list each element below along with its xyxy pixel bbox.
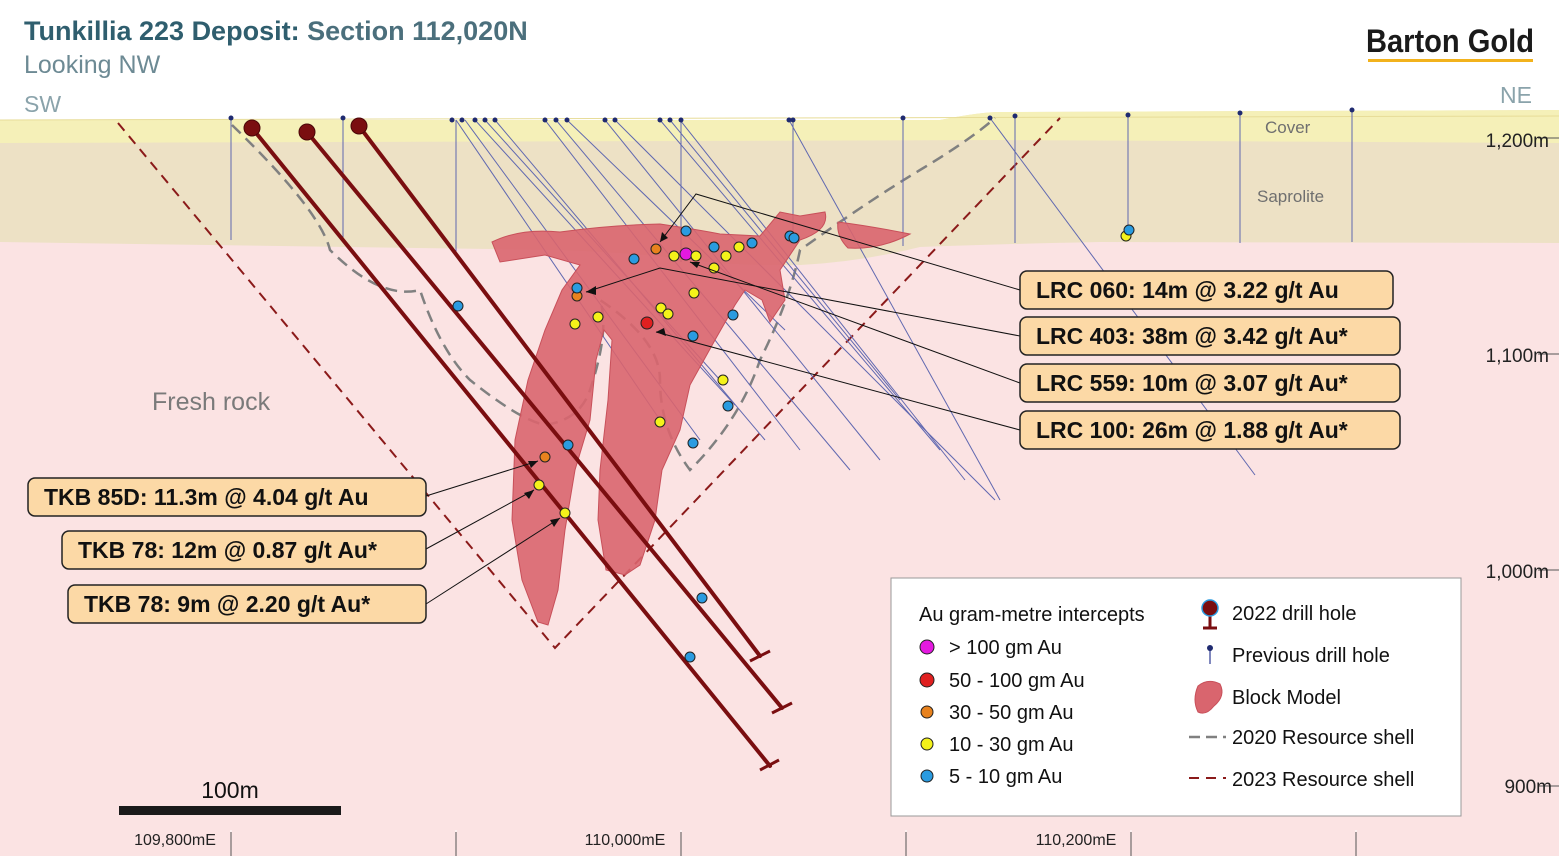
callout-lrc-403: LRC 403: 38m @ 3.42 g/t Au* (1036, 323, 1348, 349)
callout-lrc-100: LRC 100: 26m @ 1.88 g/t Au* (1036, 417, 1348, 443)
callout-leaders (425, 193, 1021, 605)
legend-label-5-10: 5 - 10 gm Au (949, 766, 1062, 788)
legend-swatch-5-10 (920, 769, 934, 783)
callout-lrc-060: LRC 060: 14m @ 3.22 g/t Au (1036, 277, 1339, 303)
legend-symbol-labels: 2022 drill hole Previous drill hole Bloc… (1232, 603, 1414, 791)
resource-shell-2023 (117, 117, 1061, 650)
legend-intercept-labels: > 100 gm Au 50 - 100 gm Au 30 - 50 gm Au… (949, 637, 1085, 788)
legend-swatch-10-30 (920, 737, 934, 751)
callout-tkb-78-a: TKB 78: 12m @ 0.87 g/t Au* (78, 537, 377, 563)
cover-layer (0, 110, 1559, 143)
legend-label-shell-2023: 2023 Resource shell (1232, 769, 1414, 791)
easting-110000: 110,000mE (585, 832, 666, 849)
logo-underline (1368, 59, 1533, 62)
elevation-1200: 1,200m (1486, 131, 1549, 152)
drill-collars-2022 (243, 117, 368, 141)
callout-arrowheads (524, 232, 700, 527)
legend-label-30-50: 30 - 50 gm Au (949, 702, 1074, 724)
page-subtitle: Looking NW (24, 51, 161, 79)
sky-band (0, 0, 1559, 120)
drill-hole-end-caps (749, 649, 793, 772)
direction-sw: SW (24, 91, 61, 117)
callout-tkb-85d: TKB 85D: 11.3m @ 4.04 g/t Au (44, 484, 369, 510)
saprolite-layer (0, 110, 1559, 266)
scale-bar (119, 806, 341, 815)
elevation-labels: 1,200m 1,100m 1,000m 900m (1486, 131, 1552, 798)
easting-ticks (230, 832, 1357, 856)
scale-bar-label: 100m (201, 777, 259, 803)
title-section: Section 112,020N (300, 16, 528, 46)
company-logo: Barton Gold (1366, 23, 1534, 59)
legend-swatch-50-100 (919, 672, 935, 688)
layer-label-cover: Cover (1265, 118, 1311, 137)
previous-drill-hole-icon (1207, 645, 1213, 664)
easting-110200: 110,200mE (1036, 832, 1117, 849)
legend-box (890, 577, 1462, 817)
elevation-ticks (1538, 137, 1559, 787)
legend-label-block-model: Block Model (1232, 687, 1341, 709)
legend-label-drill-2022: 2022 drill hole (1232, 603, 1357, 625)
legend-label-drill-previous: Previous drill hole (1232, 645, 1390, 667)
direction-ne: NE (1500, 82, 1532, 108)
surface-line (0, 115, 1559, 121)
block-model-icon (1194, 680, 1223, 714)
layer-label-saprolite: Saprolite (1257, 187, 1324, 206)
layer-label-fresh-rock: Fresh rock (152, 388, 271, 416)
callout-lrc-559: LRC 559: 10m @ 3.07 g/t Au* (1036, 370, 1348, 396)
elevation-1000: 1,000m (1486, 562, 1549, 583)
legend-label-100plus: > 100 gm Au (949, 637, 1062, 659)
elevation-900: 900m (1504, 777, 1552, 798)
drill-hole-2022-icon (1201, 599, 1219, 630)
callout-texts: LRC 060: 14m @ 3.22 g/t Au LRC 403: 38m … (44, 277, 1348, 617)
legend-intercept-swatches (919, 639, 935, 783)
legend: Au gram-metre intercepts > 100 gm Au 50 … (890, 577, 1462, 817)
callout-tkb-78-b: TKB 78: 9m @ 2.20 g/t Au* (84, 591, 370, 617)
intercept-points (452, 224, 1135, 663)
legend-symbol-swatches (1189, 599, 1226, 779)
legend-swatch-30-50 (920, 705, 934, 719)
drill-holes-2022 (250, 124, 784, 768)
elevation-1100: 1,100m (1486, 346, 1549, 367)
callout-boxes (27, 270, 1401, 624)
legend-label-50-100: 50 - 100 gm Au (949, 670, 1085, 692)
title-deposit: Tunkillia 223 Deposit: (24, 16, 300, 46)
easting-labels: 109,800mE 110,000mE 110,200mE (134, 832, 1116, 849)
legend-intercepts-title: Au gram-metre intercepts (919, 604, 1145, 626)
previous-drill-collars (228, 107, 1355, 123)
page-title: Tunkillia 223 Deposit: Section 112,020N (24, 16, 528, 46)
legend-swatch-100plus (919, 639, 935, 655)
easting-109800: 109,800mE (134, 832, 216, 849)
legend-label-10-30: 10 - 30 gm Au (949, 734, 1074, 756)
legend-label-shell-2020: 2020 Resource shell (1232, 727, 1414, 749)
